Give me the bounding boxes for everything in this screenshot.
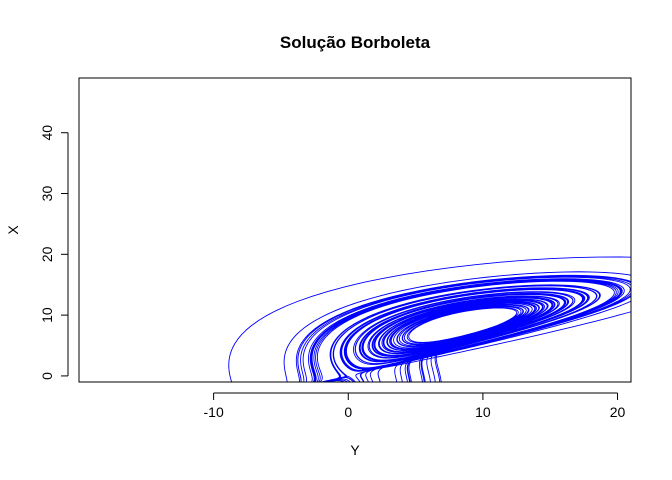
x-tick-label: 0 xyxy=(344,404,352,420)
y-axis-label: X xyxy=(5,225,21,235)
y-tick-label: 10 xyxy=(39,307,55,323)
y-tick-label: 30 xyxy=(39,186,55,202)
x-tick-label: 10 xyxy=(475,404,491,420)
y-tick-label: 40 xyxy=(39,125,55,141)
plot-area xyxy=(228,256,631,382)
y-tick-label: 0 xyxy=(39,372,55,380)
x-axis-label: Y xyxy=(350,442,360,458)
y-tick-label: 20 xyxy=(39,246,55,262)
x-tick-label: -10 xyxy=(204,404,224,420)
x-tick-label: 20 xyxy=(610,404,626,420)
chart-title: Solução Borboleta xyxy=(280,33,431,52)
y-axis: 0 10 20 30 40 xyxy=(39,125,69,380)
series-line xyxy=(228,256,631,382)
x-axis: -10 0 10 20 xyxy=(204,392,626,420)
plot-frame xyxy=(78,77,632,383)
